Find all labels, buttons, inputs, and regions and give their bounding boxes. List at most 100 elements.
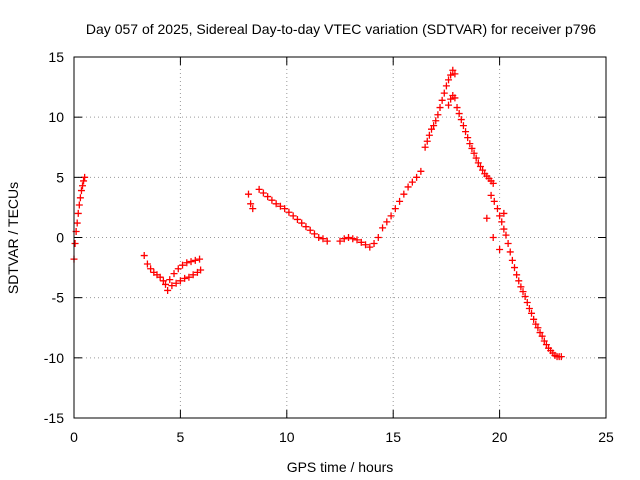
y-tick-label-3: 0 — [56, 230, 64, 246]
data-point — [483, 214, 491, 222]
data-point — [430, 122, 438, 130]
data-point — [197, 266, 205, 274]
data-point — [370, 240, 378, 248]
data-point — [391, 205, 399, 213]
data-point — [357, 238, 365, 246]
data-point — [445, 76, 453, 84]
data-point — [442, 82, 450, 90]
data-point — [73, 219, 81, 227]
data-point — [538, 332, 546, 340]
data-point — [521, 292, 529, 300]
data-point — [525, 304, 533, 312]
y-tick-label-4: 5 — [56, 169, 64, 185]
data-point — [77, 187, 85, 195]
data-point — [468, 144, 476, 152]
data-point — [140, 252, 148, 260]
data-point — [319, 235, 327, 243]
data-point — [502, 231, 510, 239]
data-point — [349, 235, 357, 243]
data-point — [276, 202, 284, 210]
chart-title: Day 057 of 2025, Sidereal Day-to-day VTE… — [86, 21, 596, 37]
data-point — [404, 183, 412, 191]
data-point — [455, 110, 463, 118]
data-point — [449, 66, 457, 74]
data-point — [289, 212, 297, 220]
data-point — [244, 190, 252, 198]
data-point — [249, 205, 257, 213]
data-point — [557, 353, 565, 361]
data-point — [293, 215, 301, 223]
data-point — [306, 226, 314, 234]
data-point — [143, 260, 151, 268]
data-point — [80, 177, 88, 185]
data-point — [472, 154, 480, 162]
data-point — [162, 280, 170, 288]
axes: 0 5 10 15 20 25 -15 -10 -5 0 5 10 15 — [44, 49, 614, 445]
data-point — [336, 237, 344, 245]
data-point — [264, 193, 272, 201]
y-tick-label-5: 10 — [48, 109, 64, 125]
data-point — [476, 163, 484, 171]
data-point — [489, 234, 497, 241]
data-point — [176, 277, 184, 285]
data-point — [310, 230, 318, 238]
data-point — [387, 212, 395, 220]
data-point — [396, 197, 404, 205]
data-point — [247, 200, 255, 208]
data-point — [445, 101, 453, 109]
data-point — [315, 234, 323, 241]
data-point — [432, 117, 440, 125]
data-point — [259, 189, 267, 197]
data-point — [506, 248, 514, 256]
data-point — [302, 223, 310, 231]
data-point — [353, 236, 361, 244]
data-point — [185, 273, 193, 281]
data-point — [490, 197, 498, 205]
data-point — [174, 265, 182, 273]
data-point — [447, 95, 455, 103]
data-point — [451, 70, 459, 78]
data-point — [532, 320, 540, 328]
data-point — [340, 235, 348, 243]
data-point — [451, 94, 459, 102]
data-point — [164, 286, 172, 294]
data-point — [438, 96, 446, 104]
data-point — [519, 288, 527, 296]
data-point — [517, 283, 525, 291]
data-point — [183, 259, 191, 267]
data-point — [479, 166, 487, 174]
data-point — [81, 173, 89, 181]
data-point — [272, 200, 280, 208]
data-points — [70, 66, 565, 361]
data-point — [166, 276, 174, 284]
data-point — [362, 241, 370, 249]
data-point — [428, 125, 436, 133]
data-point — [536, 329, 544, 337]
data-point — [510, 264, 518, 272]
y-tick-label-0: -15 — [44, 410, 64, 426]
data-point — [542, 341, 550, 349]
data-point — [156, 273, 164, 281]
data-point — [191, 256, 199, 264]
data-point — [496, 212, 504, 220]
data-point — [493, 205, 501, 213]
data-point — [508, 256, 516, 264]
data-point — [168, 282, 176, 290]
data-point — [75, 201, 83, 209]
data-point — [436, 104, 444, 112]
data-point — [408, 178, 416, 186]
data-point — [489, 179, 497, 187]
x-tick-label-0: 0 — [70, 429, 78, 445]
data-point — [298, 219, 306, 227]
data-point — [79, 182, 87, 190]
x-tick-label-4: 20 — [492, 429, 508, 445]
data-point — [528, 309, 536, 317]
x-tick-label-2: 10 — [279, 429, 295, 445]
x-tick-label-5: 25 — [598, 429, 614, 445]
y-tick-label-6: 15 — [48, 49, 64, 65]
data-point — [440, 89, 448, 97]
data-point — [383, 218, 391, 226]
data-point — [345, 234, 353, 241]
data-point — [147, 265, 155, 273]
